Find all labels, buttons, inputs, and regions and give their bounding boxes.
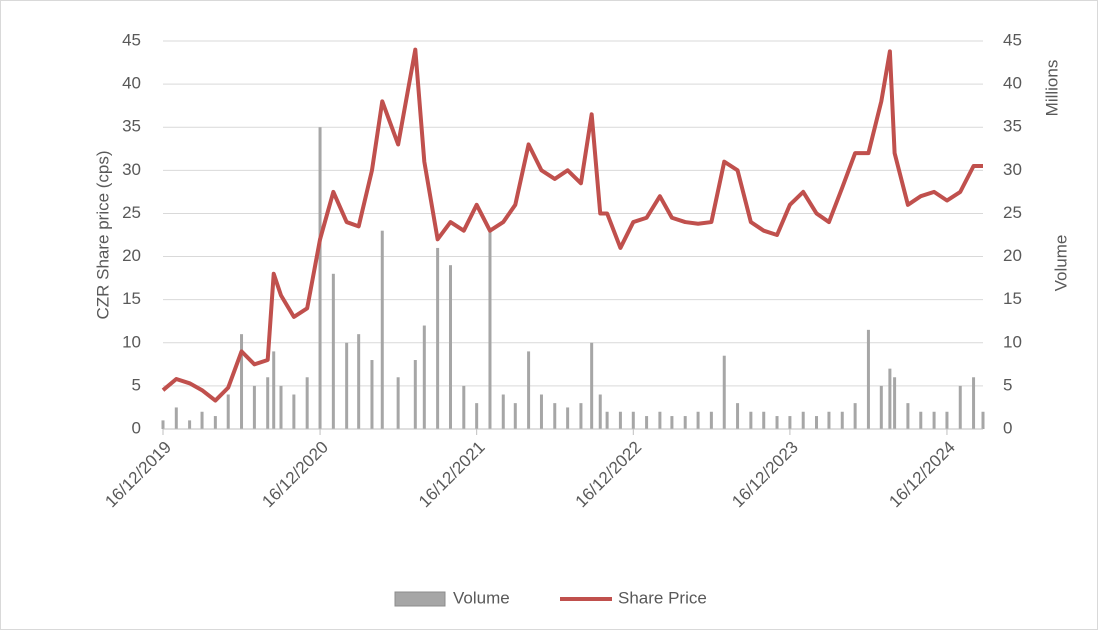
volume-bar — [266, 377, 270, 429]
y2-tick-label: 45 — [1003, 30, 1022, 49]
volume-bar — [448, 265, 452, 429]
volume-bar — [972, 377, 976, 429]
legend-swatch — [394, 591, 446, 607]
volume-bar — [709, 411, 713, 429]
volume-bar — [345, 342, 349, 429]
volume-bar — [566, 407, 570, 429]
volume-bar — [879, 385, 883, 429]
volume-bar — [696, 411, 700, 429]
volume-bar — [840, 411, 844, 429]
volume-bar — [598, 394, 602, 429]
volume-bar — [436, 247, 440, 429]
volume-bar — [462, 385, 466, 429]
volume-bar — [788, 416, 792, 429]
y2-tick-label: 30 — [1003, 160, 1022, 179]
y-tick-label: 30 — [122, 160, 141, 179]
volume-bar — [252, 385, 256, 429]
y-tick-label: 35 — [122, 117, 141, 136]
volume-bar — [475, 403, 479, 429]
volume-bar — [590, 342, 594, 429]
y2-tick-label: 10 — [1003, 332, 1022, 351]
volume-bar — [331, 273, 335, 429]
volume-bar — [292, 394, 296, 429]
volume-bar — [722, 355, 726, 429]
y-tick-label: 0 — [132, 418, 141, 437]
y2-axis-units: Millions — [1042, 60, 1061, 117]
volume-bar — [161, 420, 165, 429]
volume-bar — [888, 368, 892, 429]
volume-bar — [226, 394, 230, 429]
volume-bar — [380, 230, 384, 429]
volume-bar — [188, 420, 192, 429]
y2-tick-label: 15 — [1003, 289, 1022, 308]
volume-bar — [981, 411, 985, 429]
volume-bar — [279, 385, 283, 429]
y-axis-title: CZR Share price (cps) — [93, 150, 112, 319]
volume-bar — [318, 127, 322, 429]
volume-bar — [658, 411, 662, 429]
y2-axis-title: Volume — [1051, 235, 1070, 292]
volume-bar — [553, 403, 557, 429]
volume-bar — [513, 403, 517, 429]
legend-label: Share Price — [618, 588, 707, 607]
volume-bar — [801, 411, 805, 429]
y-tick-label: 10 — [122, 332, 141, 351]
volume-bar — [853, 403, 857, 429]
volume-bar — [413, 360, 417, 429]
volume-bar — [762, 411, 766, 429]
y-tick-label: 40 — [122, 74, 141, 93]
volume-bar — [396, 377, 400, 429]
y2-tick-label: 40 — [1003, 74, 1022, 93]
y-tick-label: 20 — [122, 246, 141, 265]
volume-bar — [645, 416, 649, 429]
volume-bar — [815, 416, 819, 429]
volume-bar — [213, 416, 217, 429]
y2-tick-label: 5 — [1003, 375, 1012, 394]
volume-bar — [866, 329, 870, 429]
volume-bar — [906, 403, 910, 429]
volume-bar — [527, 351, 531, 429]
volume-bar — [422, 325, 426, 429]
volume-bar — [893, 377, 897, 429]
volume-bar — [357, 334, 361, 429]
volume-bar — [200, 411, 204, 429]
volume-bar — [945, 411, 949, 429]
y2-tick-label: 0 — [1003, 418, 1012, 437]
volume-bar — [775, 416, 779, 429]
y-tick-label: 25 — [122, 203, 141, 222]
volume-bar — [749, 411, 753, 429]
volume-bar — [631, 411, 635, 429]
legend-label: Volume — [453, 588, 510, 607]
volume-bar — [736, 403, 740, 429]
volume-bar — [579, 403, 583, 429]
volume-bar — [958, 385, 962, 429]
y-tick-label: 5 — [132, 375, 141, 394]
volume-bar — [932, 411, 936, 429]
volume-bar — [827, 411, 831, 429]
volume-bar — [272, 351, 276, 429]
volume-bar — [539, 394, 543, 429]
y-tick-label: 15 — [122, 289, 141, 308]
volume-bar — [618, 411, 622, 429]
y-tick-label: 45 — [122, 30, 141, 49]
volume-bar — [919, 411, 923, 429]
volume-bar — [670, 416, 674, 429]
volume-bar — [501, 394, 505, 429]
volume-bar — [683, 416, 687, 429]
volume-bar — [605, 411, 609, 429]
y2-tick-label: 35 — [1003, 117, 1022, 136]
volume-bar — [305, 377, 309, 429]
volume-bar — [240, 334, 244, 429]
y2-tick-label: 25 — [1003, 203, 1022, 222]
volume-bar — [174, 407, 178, 429]
volume-bar — [488, 230, 492, 429]
volume-bar — [370, 360, 374, 429]
price-line — [161, 47, 983, 403]
y2-tick-label: 20 — [1003, 246, 1022, 265]
